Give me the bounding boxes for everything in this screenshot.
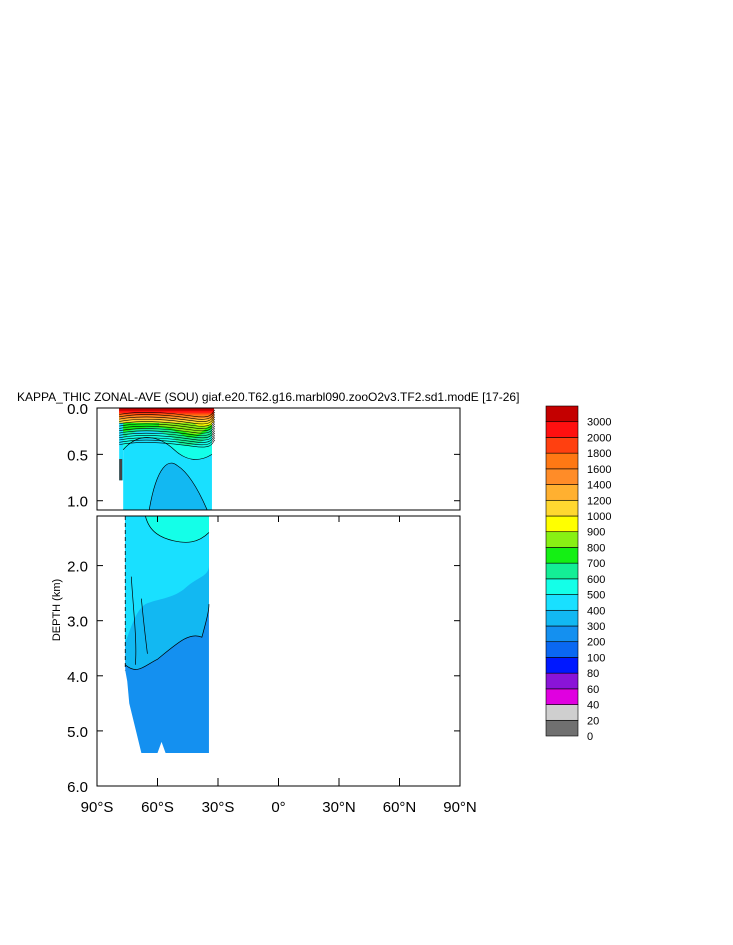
colorbar-box [545,515,579,533]
upper-fill-300 [149,463,208,510]
colorbar-box [545,641,579,658]
lower-contour-line [124,604,210,670]
upper-contour-line [119,423,216,432]
colorbar-label: 80 [587,668,599,680]
colorbar-label: 500 [587,590,605,602]
colorbar-box [545,688,579,705]
lower-y-tick-label: 5.0 [67,724,88,741]
upper-contour-line [119,432,216,441]
upper-contour-line [119,439,216,448]
colorbar-label: 100 [587,652,605,664]
upper-panel: 0.0 0.5 1.0 [67,401,461,511]
lower-contour-line [130,576,137,665]
upper-contour-line [119,430,216,439]
lower-fill-400 [125,516,209,643]
upper-fill-shallow-6 [119,408,214,411]
colorbar-box [545,704,579,721]
colorbar-box [545,594,579,611]
lower-y-tick-label: 2.0 [67,559,88,576]
lower-fill-500 [145,516,209,543]
colorbar-box [545,437,579,454]
colorbar-label: 1800 [587,448,611,460]
lower-contour-line [145,516,210,543]
upper-contour-line [148,462,208,510]
colorbar-box [545,547,579,564]
colorbar-label: 800 [587,542,605,554]
colorbar-label: 1600 [587,464,611,476]
colorbar-label: 1000 [587,511,611,523]
colorbar-label: 40 [587,700,599,712]
lower-y-tick-label: 6.0 [67,779,88,796]
colorbar-box [545,468,579,485]
colorbar-box [545,719,579,737]
x-tick-label: 0° [271,799,285,816]
colorbar-box [545,421,579,438]
x-tick-label: 90°N [443,799,477,816]
upper-contour-line [119,409,216,418]
upper-contour-line [119,421,216,429]
chart-title: KAPPA_THIC ZONAL-AVE (SOU) giaf.e20.T62.… [17,390,519,404]
x-tick-label: 30°S [202,799,235,816]
y-axis-label: DEPTH (km) [51,579,63,641]
upper-y-tick-label: 0.5 [67,447,88,464]
upper-contour-line [119,437,216,446]
colorbar-box [545,531,579,548]
colorbar-label: 60 [587,684,599,696]
upper-edge-strip [119,459,123,481]
upper-contour-line [119,418,216,427]
upper-frame [96,407,461,511]
colorbar-label: 700 [587,558,605,570]
colorbar-label: 1200 [587,495,611,507]
colorbar-label: 400 [587,605,605,617]
upper-contour-line [119,414,216,422]
colorbar-label: 2000 [587,432,611,444]
colorbar-box [545,657,579,674]
colorbar-box [545,578,579,595]
colorbar-label: 3000 [587,417,611,429]
colorbar-label: 900 [587,527,605,539]
lower-y-tick-label: 3.0 [67,614,88,631]
x-tick-label: 90°S [81,799,114,816]
upper-contour-line [119,425,216,434]
colorbar-label: 20 [587,715,599,727]
colorbar-label: 0 [587,731,593,743]
upper-contour-line [122,437,213,460]
colorbar-label: 600 [587,574,605,586]
x-tick-label: 30°N [322,799,356,816]
x-axis: 90°S 60°S 30°S 0° 30°N 60°N 90°N [81,516,477,816]
colorbar-label: 1400 [587,480,611,492]
x-tick-label: 60°S [141,799,174,816]
x-tick-label: 60°N [383,799,417,816]
upper-contour-line [119,416,216,425]
lower-y-tick-label: 4.0 [67,669,88,686]
colorbar-box [545,452,579,470]
colorbar-label: 200 [587,637,605,649]
upper-y-tick-label: 1.0 [67,494,88,511]
upper-y-tick-label: 0.0 [67,401,88,418]
upper-contour-line [119,428,216,436]
colorbar-box [545,405,579,423]
lower-panel: 2.0 3.0 4.0 5.0 6.0 [67,515,461,796]
colorbar-box [545,672,579,690]
colorbar-box [545,484,579,501]
colorbar-box [545,625,579,643]
colorbar-box [545,499,579,517]
colorbar-label: 300 [587,621,605,633]
upper-contour-line [119,411,216,420]
colorbar-box [545,562,579,580]
colorbar-box [545,609,579,627]
colorbar: 0 20 40 60 80 100 200 300 400 500 600 700 800 900 1000… [545,405,611,743]
lower-contour-line [141,598,148,654]
